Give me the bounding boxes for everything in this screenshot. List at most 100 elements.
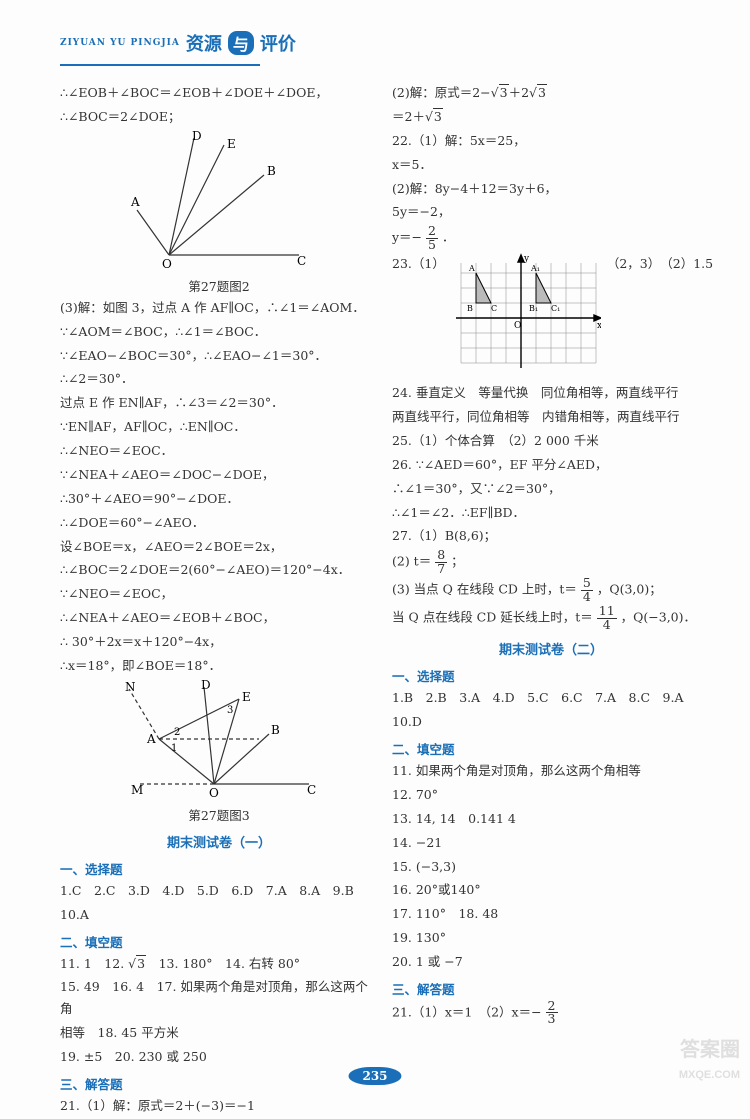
- answer-line: 10.D: [392, 711, 710, 733]
- svg-text:1: 1: [171, 743, 177, 754]
- answer-line: 17. 110° 18. 48: [392, 903, 710, 925]
- answer-line: 13. 14, 14 0.141 4: [392, 808, 710, 830]
- exam-title-1: 期末测试卷（一）: [60, 832, 378, 851]
- exam-title-2: 期末测试卷（二）: [392, 639, 710, 658]
- answer-line: 25.（1）个体合算 （2）2 000 千米: [392, 430, 710, 452]
- answer-line: 19. 130°: [392, 927, 710, 949]
- math-line: ∵EN∥AF，AF∥OC，∴EN∥OC．: [60, 416, 378, 438]
- math-line: ∵∠AOM＝∠BOC，∴∠1＝∠BOC．: [60, 321, 378, 343]
- svg-text:D: D: [201, 679, 211, 692]
- answer-line: 两直线平行，同位角相等 内错角相等，两直线平行: [392, 406, 710, 428]
- section-heading: 一、选择题: [392, 666, 710, 685]
- svg-text:O: O: [209, 786, 219, 799]
- math-line: 设∠BOE＝x，∠AEO＝2∠BOE＝2x，: [60, 536, 378, 558]
- header-text-a: 资源: [186, 30, 222, 56]
- svg-text:O: O: [514, 321, 521, 331]
- answer-line: 1.B 2.B 3.A 4.D 5.C 6.C 7.A 8.C 9.A: [392, 687, 710, 709]
- section-heading: 三、解答题: [392, 979, 710, 998]
- math-line: 27.（1）B(8,6)；: [392, 525, 710, 547]
- svg-text:C₁: C₁: [551, 304, 560, 313]
- svg-text:A₁: A₁: [530, 264, 540, 273]
- svg-text:C: C: [307, 783, 316, 797]
- math-line: ∵∠NEO＝∠EOC，: [60, 583, 378, 605]
- svg-text:N: N: [125, 680, 136, 694]
- svg-text:A: A: [146, 732, 156, 746]
- page-header: ZIYUAN YU PINGJIA 资源 与 评价: [60, 30, 710, 56]
- math-line: ∴∠1＝30°，又∵∠2＝30°，: [392, 478, 710, 500]
- math-line: 26. ∵∠AED＝60°，EF 平分∠AED，: [392, 454, 710, 476]
- math-line: ∴∠EOB＋∠BOC＝∠EOB＋∠DOE＋∠DOE，: [60, 82, 378, 104]
- math-line: ∴ 30°＋2x＝x＋120°−4x，: [60, 631, 378, 653]
- math-line: (2) t＝ 87 ；: [392, 549, 710, 575]
- svg-text:B: B: [271, 723, 280, 737]
- header-pinyin: ZIYUAN YU PINGJIA: [60, 38, 180, 48]
- math-line: x＝5．: [392, 154, 710, 176]
- figure-caption: 第27题图2: [60, 276, 378, 295]
- header-rule: [60, 64, 260, 66]
- math-line: 5y＝−2，: [392, 201, 710, 223]
- math-line: ∴∠NEO＝∠EOC．: [60, 440, 378, 462]
- svg-text:E: E: [227, 137, 236, 151]
- math-line: ∴∠BOC＝2∠DOE＝2(60°−∠AEO)＝120°−4x．: [60, 559, 378, 581]
- math-line: ∵∠EAO−∠BOC＝30°，∴∠EAO−∠1＝30°．: [60, 345, 378, 367]
- svg-text:C: C: [297, 254, 306, 268]
- math-line: ∴∠1＝∠2．∴EF∥BD．: [392, 502, 710, 524]
- math-line: y＝− 25 ．: [392, 225, 710, 251]
- svg-text:B: B: [267, 164, 276, 178]
- svg-text:3: 3: [227, 705, 233, 716]
- math-line: ∴∠BOC＝2∠DOE；: [60, 106, 378, 128]
- answer-line: 20. 1 或 −7: [392, 951, 710, 973]
- math-line: 过点 E 作 EN∥AF，∴∠3＝∠2＝30°．: [60, 392, 378, 414]
- answer-line: 10.A: [60, 904, 378, 926]
- answer-line: 12. 70°: [392, 784, 710, 806]
- svg-text:D: D: [192, 130, 202, 143]
- left-column: ∴∠EOB＋∠BOC＝∠EOB＋∠DOE＋∠DOE， ∴∠BOC＝2∠DOE； …: [60, 80, 378, 1119]
- math-line: ＝2＋√3: [392, 106, 710, 128]
- grid-figure: y x O A B C A₁ B₁ C₁: [451, 253, 601, 380]
- answer-line: 11. 1 12. √3 13. 180° 14. 右转 80°: [60, 953, 378, 975]
- answer-line: 16. 20°或140°: [392, 879, 710, 901]
- answer-line: 相等 18. 45 平方米: [60, 1022, 378, 1044]
- right-column: (2)解：原式＝2−√3＋2√3 ＝2＋√3 22.（1）解：5x＝25， x＝…: [392, 80, 710, 1119]
- answer-line: 21.（1）解：原式＝2＋(−3)＝−1: [60, 1095, 378, 1117]
- math-line: ∴∠DOE＝60°−∠AEO．: [60, 512, 378, 534]
- q23-line: 23.（1）: [392, 253, 710, 380]
- math-line: 当 Q 点在线段 CD 延长线上时，t＝ 114 ，Q(−3,0)．: [392, 605, 710, 631]
- svg-text:B₁: B₁: [529, 304, 538, 313]
- svg-text:E: E: [242, 690, 251, 704]
- answer-line: 1.C 2.C 3.D 4.D 5.D 6.D 7.A 8.A 9.B: [60, 880, 378, 902]
- answer-line: 19. ±5 20. 230 或 250: [60, 1046, 378, 1068]
- header-text-b: 评价: [260, 30, 296, 56]
- answer-line: 14. −21: [392, 832, 710, 854]
- svg-text:A: A: [130, 195, 140, 209]
- answer-line: 11. 如果两个角是对顶角，那么这两个角相等: [392, 760, 710, 782]
- svg-text:O: O: [162, 257, 172, 270]
- svg-text:y: y: [523, 254, 530, 264]
- figure-caption: 第27题图3: [60, 805, 378, 824]
- math-line: (2)解：8y−4＋12＝3y＋6，: [392, 178, 710, 200]
- header-pill: 与: [228, 31, 254, 55]
- answer-line: 24. 垂直定义 等量代换 同位角相等，两直线平行: [392, 382, 710, 404]
- math-line: (3) 当点 Q 在线段 CD 上时，t＝ 54 ，Q(3,0)；: [392, 577, 710, 603]
- section-heading: 一、选择题: [60, 859, 378, 878]
- section-heading: 二、填空题: [392, 739, 710, 758]
- math-line: ∴∠NEA＋∠AEO＝∠EOB＋∠BOC，: [60, 607, 378, 629]
- page-number: 235: [348, 1067, 401, 1085]
- svg-text:C: C: [491, 304, 497, 313]
- watermark: 答案圈MXQE.COM: [679, 1039, 740, 1083]
- math-line: ∵∠NEA＋∠AEO＝∠DOC−∠DOE，: [60, 464, 378, 486]
- math-line: (2)解：原式＝2−√3＋2√3: [392, 82, 710, 104]
- answer-line: 15. 49 16. 4 17. 如果两个角是对顶角，那么这两个角: [60, 976, 378, 1020]
- answer-line: 15. (−3,3): [392, 856, 710, 878]
- math-line: ∴30°＋∠AEO＝90°−∠DOE．: [60, 488, 378, 510]
- figure-27-2: D E B A O C: [60, 130, 378, 274]
- math-line: ∴∠2＝30°．: [60, 368, 378, 390]
- svg-text:2: 2: [174, 727, 180, 738]
- section-heading: 二、填空题: [60, 932, 378, 951]
- svg-text:A: A: [468, 264, 475, 273]
- math-line: ∴x＝18°，即∠BOE＝18°．: [60, 655, 378, 677]
- math-line: (3)解：如图 3，过点 A 作 AF∥OC，∴∠1＝∠AOM．: [60, 297, 378, 319]
- figure-27-3: N D E B A M O C 1 2 3: [60, 679, 378, 803]
- section-heading: 三、解答题: [60, 1074, 378, 1093]
- svg-text:M: M: [131, 783, 143, 797]
